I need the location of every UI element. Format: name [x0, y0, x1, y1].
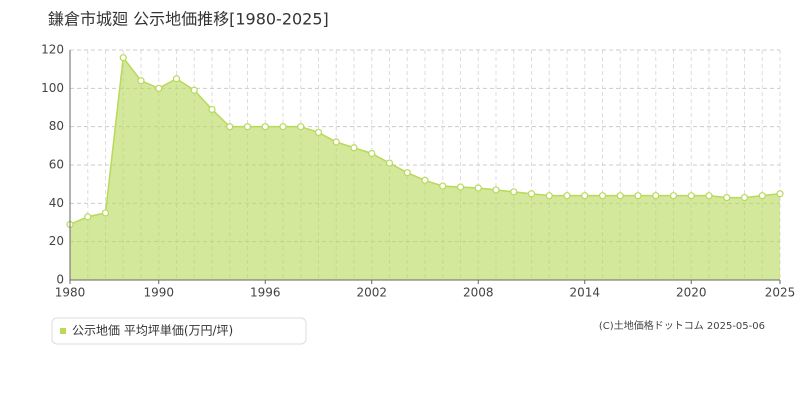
point	[776, 190, 784, 198]
legend-swatch	[60, 328, 66, 334]
point	[172, 75, 181, 83]
chart-title: 鎌倉市城廻 公示地価推移[1980-2025]	[48, 10, 329, 29]
point	[474, 184, 482, 192]
legend-label: 公示地価 平均坪単価(万円/坪)	[72, 324, 233, 338]
point	[421, 176, 429, 184]
point	[279, 123, 287, 131]
x-tick-label: 1996	[250, 286, 281, 300]
x-tick-label: 2020	[676, 286, 707, 300]
point	[403, 169, 411, 177]
point	[740, 193, 749, 202]
x-tick-label: 1980	[55, 286, 86, 300]
point	[439, 182, 447, 190]
point	[758, 192, 766, 200]
point	[332, 138, 340, 146]
point	[208, 105, 216, 114]
point	[598, 192, 607, 200]
point	[669, 192, 678, 200]
legend: 公示地価 平均坪単価(万円/坪)	[51, 317, 307, 345]
copyright: (C)土地価格ドットコム 2025-05-06	[599, 319, 765, 332]
point	[634, 192, 642, 200]
point	[687, 192, 695, 200]
x-tick-label: 2002	[356, 286, 387, 300]
point	[527, 190, 536, 198]
point	[510, 188, 518, 196]
point	[368, 149, 376, 158]
point	[226, 123, 234, 131]
x-tick-label: 2014	[569, 286, 600, 300]
point	[243, 123, 252, 131]
point	[563, 192, 571, 200]
point	[84, 213, 92, 221]
area	[70, 57, 780, 280]
point	[652, 192, 660, 200]
point	[705, 192, 713, 200]
y-tick-label: 100	[41, 81, 64, 95]
legend-box	[51, 317, 307, 345]
point	[456, 183, 465, 191]
x-tick-label: 2025	[765, 286, 796, 300]
point	[137, 77, 145, 85]
y-tick-label: 40	[49, 196, 64, 210]
point	[616, 192, 624, 200]
y-tick-label: 60	[49, 158, 64, 172]
point	[314, 128, 323, 137]
point	[350, 144, 358, 152]
point	[581, 192, 589, 200]
x-tick-label: 1990	[143, 286, 174, 300]
y-tick-label: 0	[56, 273, 64, 287]
point	[155, 84, 163, 92]
point	[297, 123, 305, 131]
y-tick-label: 20	[49, 234, 64, 248]
point	[101, 209, 110, 217]
y-tick-label: 80	[49, 119, 64, 133]
y-tick-label: 120	[41, 43, 64, 57]
point	[385, 159, 394, 167]
point	[119, 54, 127, 62]
point	[545, 192, 553, 200]
point	[261, 123, 269, 131]
x-tick-label: 2008	[463, 286, 494, 300]
point	[723, 193, 731, 202]
point	[190, 86, 198, 94]
point	[492, 186, 500, 194]
